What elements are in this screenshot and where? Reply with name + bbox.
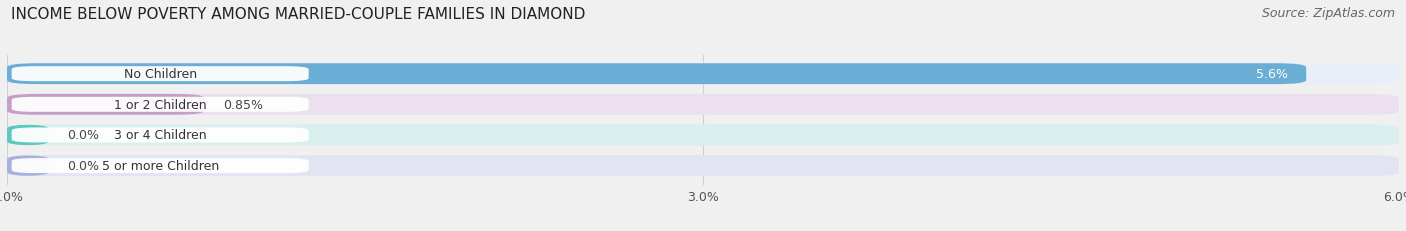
FancyBboxPatch shape bbox=[7, 64, 1306, 85]
FancyBboxPatch shape bbox=[11, 67, 309, 82]
Text: 5 or more Children: 5 or more Children bbox=[101, 159, 219, 172]
FancyBboxPatch shape bbox=[11, 158, 309, 173]
Text: 0.0%: 0.0% bbox=[67, 159, 100, 172]
FancyBboxPatch shape bbox=[7, 155, 49, 176]
FancyBboxPatch shape bbox=[7, 94, 1399, 115]
Text: 1 or 2 Children: 1 or 2 Children bbox=[114, 98, 207, 111]
Text: 0.0%: 0.0% bbox=[67, 129, 100, 142]
Text: 3 or 4 Children: 3 or 4 Children bbox=[114, 129, 207, 142]
Text: 5.6%: 5.6% bbox=[1256, 68, 1288, 81]
Text: INCOME BELOW POVERTY AMONG MARRIED-COUPLE FAMILIES IN DIAMOND: INCOME BELOW POVERTY AMONG MARRIED-COUPL… bbox=[11, 7, 586, 22]
FancyBboxPatch shape bbox=[11, 128, 309, 143]
FancyBboxPatch shape bbox=[7, 94, 204, 115]
FancyBboxPatch shape bbox=[7, 155, 1399, 176]
Text: No Children: No Children bbox=[124, 68, 197, 81]
FancyBboxPatch shape bbox=[7, 125, 49, 146]
FancyBboxPatch shape bbox=[11, 97, 309, 112]
Text: Source: ZipAtlas.com: Source: ZipAtlas.com bbox=[1261, 7, 1395, 20]
FancyBboxPatch shape bbox=[7, 64, 1399, 85]
FancyBboxPatch shape bbox=[7, 125, 1399, 146]
Text: 0.85%: 0.85% bbox=[222, 98, 263, 111]
